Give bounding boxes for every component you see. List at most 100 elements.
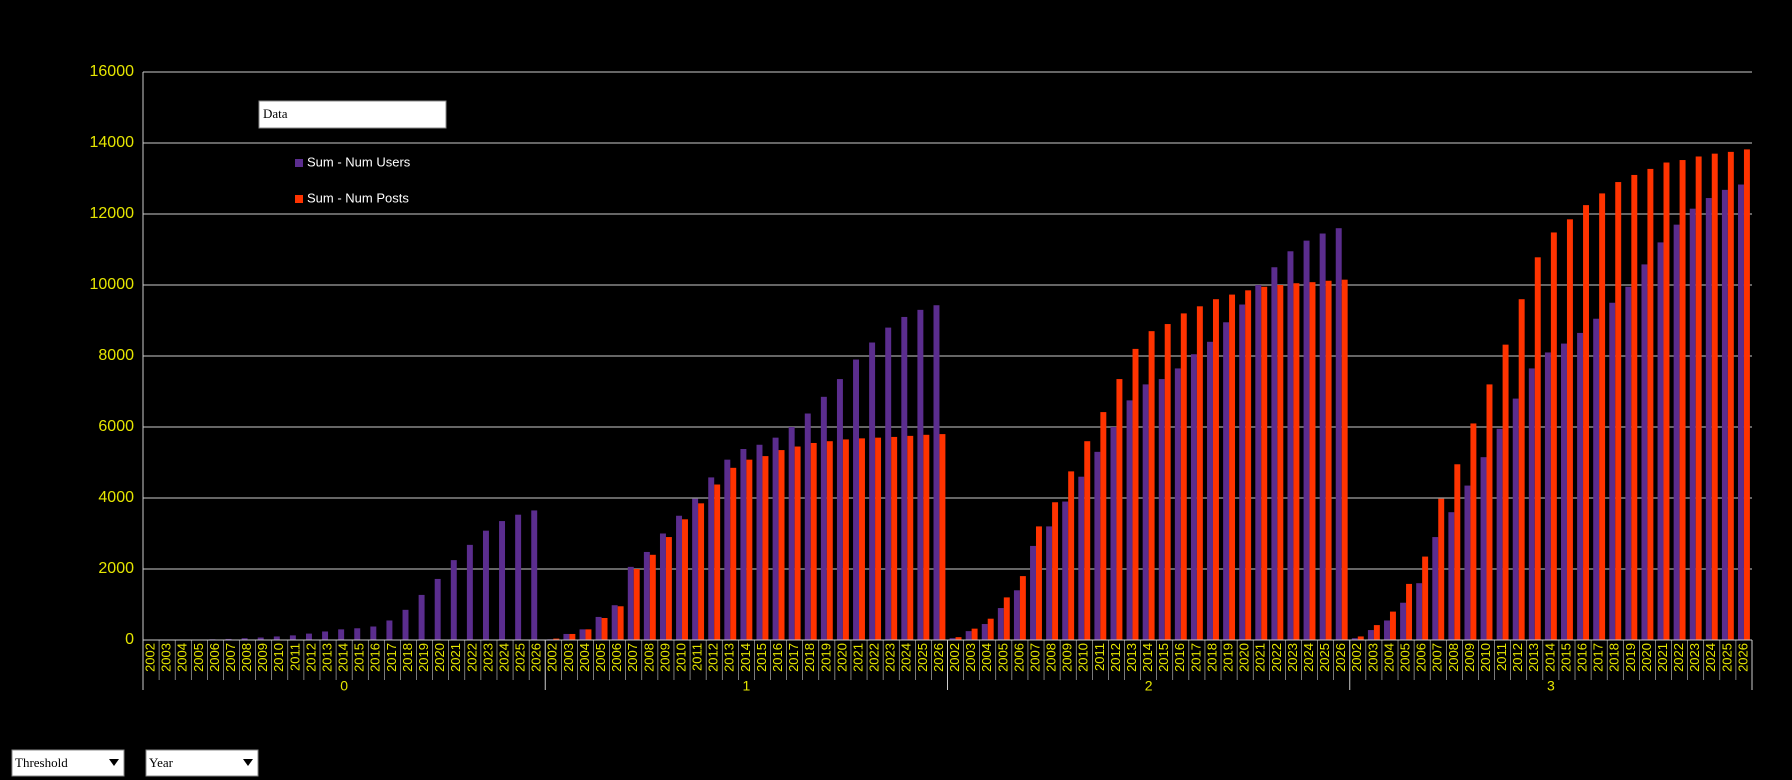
- x-tick-label: 2004: [979, 643, 994, 672]
- x-tick-label: 2008: [239, 643, 254, 672]
- y-tick-label: 0: [125, 631, 134, 648]
- bar: [1727, 151, 1734, 640]
- bar: [1486, 384, 1493, 640]
- bar: [595, 616, 602, 640]
- bar: [756, 444, 763, 640]
- bar: [1148, 331, 1155, 640]
- bar: [933, 305, 940, 640]
- x-tick-label: 2026: [529, 643, 544, 672]
- x-tick-label: 2012: [1108, 643, 1123, 672]
- x-tick-label: 2005: [191, 643, 206, 672]
- bar: [611, 605, 618, 640]
- x-tick-label: 2002: [1349, 643, 1364, 672]
- bar: [1705, 198, 1712, 640]
- bar: [499, 521, 506, 640]
- bar: [1271, 267, 1278, 640]
- bar: [692, 498, 699, 640]
- bar: [1019, 576, 1026, 640]
- bar: [273, 636, 280, 640]
- bar: [1464, 485, 1471, 640]
- bar: [698, 503, 705, 640]
- x-tick-label: 2020: [432, 643, 447, 672]
- page-field-dropdown[interactable]: [145, 749, 259, 777]
- x-tick-label: 2010: [1076, 643, 1091, 672]
- bar: [1561, 343, 1567, 640]
- bar: [1631, 174, 1638, 640]
- bar: [1351, 638, 1358, 640]
- x-tick-label: 2003: [159, 643, 174, 672]
- bar: [1615, 182, 1622, 641]
- bar: [1502, 344, 1509, 640]
- legend-swatch: [295, 195, 303, 203]
- bar: [257, 637, 264, 640]
- bar: [402, 609, 409, 640]
- bar: [289, 635, 296, 640]
- x-tick-label: 2018: [1204, 643, 1219, 672]
- y-tick-label: 12000: [90, 205, 135, 222]
- x-tick-label: 2019: [818, 643, 833, 672]
- bar: [859, 438, 865, 640]
- bar: [907, 435, 914, 640]
- bar: [1341, 279, 1348, 640]
- bar: [643, 551, 650, 640]
- bar: [305, 633, 312, 640]
- bar: [1046, 526, 1053, 640]
- x-tick-label: 2008: [641, 643, 656, 672]
- bar: [1663, 162, 1670, 640]
- bar: [676, 515, 683, 640]
- bar: [1400, 602, 1407, 640]
- x-tick-label: 2014: [1140, 643, 1155, 672]
- page-field-dropdown[interactable]: [11, 749, 125, 777]
- data-field-label: Data: [263, 106, 288, 121]
- x-tick-label: 2014: [738, 643, 753, 672]
- bar: [1309, 282, 1316, 640]
- bar: [466, 544, 473, 640]
- bar: [338, 629, 345, 640]
- x-tick-label: 2018: [802, 643, 817, 672]
- bar: [531, 510, 538, 640]
- bar: [901, 316, 908, 640]
- bar: [971, 628, 978, 640]
- bar: [1695, 156, 1702, 641]
- data-field-box[interactable]: [258, 100, 447, 129]
- bar: [1335, 228, 1342, 640]
- page-field-label: Year: [149, 755, 174, 770]
- bar: [853, 359, 860, 640]
- bar: [842, 439, 849, 640]
- bar: [923, 434, 930, 640]
- x-tick-label: 2009: [255, 643, 270, 672]
- x-tick-label: 2009: [1060, 643, 1075, 672]
- bar: [1212, 299, 1219, 640]
- y-tick-label: 16000: [90, 63, 135, 80]
- bar: [1003, 597, 1010, 640]
- bar: [1223, 322, 1230, 640]
- x-tick-label: 2013: [1124, 643, 1139, 672]
- bar: [563, 633, 570, 640]
- x-tick-label: 2004: [175, 643, 190, 672]
- x-tick-label: 2016: [368, 643, 383, 672]
- x-tick-label: 2005: [593, 643, 608, 672]
- bar: [714, 484, 721, 640]
- x-tick-label: 2022: [464, 643, 479, 672]
- bar: [1303, 240, 1310, 640]
- x-tick-label: 2013: [722, 643, 737, 672]
- x-tick-label: 2002: [142, 643, 157, 672]
- bar: [1454, 464, 1461, 640]
- bar: [1550, 232, 1557, 640]
- dropdown-arrow: [243, 759, 253, 766]
- bar: [1534, 257, 1541, 640]
- bar: [869, 342, 876, 640]
- x-tick-label: 2024: [496, 643, 511, 672]
- bar: [553, 638, 560, 640]
- bar: [724, 459, 731, 640]
- y-tick-label: 2000: [98, 560, 134, 577]
- bar: [1132, 348, 1139, 640]
- bar: [649, 554, 656, 640]
- bar: [1641, 264, 1648, 640]
- x-tick-label: 2025: [513, 643, 528, 672]
- x-tick-label: 2006: [207, 643, 222, 672]
- bar: [810, 442, 817, 640]
- x-tick-label: 2022: [1269, 643, 1284, 672]
- bar: [1261, 286, 1268, 640]
- bar: [418, 594, 425, 640]
